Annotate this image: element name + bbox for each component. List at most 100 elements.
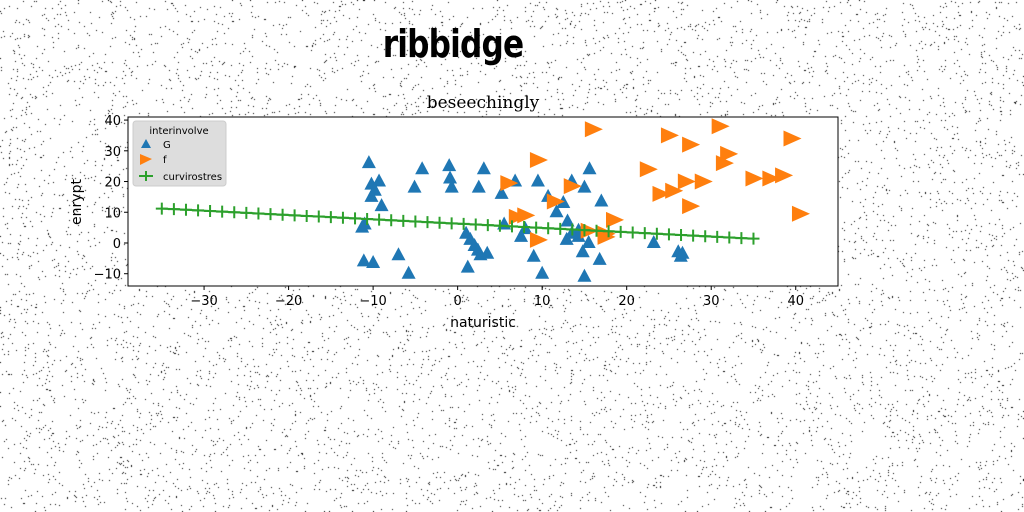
point-G-13	[407, 179, 422, 193]
point-curvirostres-15	[336, 211, 349, 224]
point-curvirostres-17	[361, 213, 374, 226]
point-curvirostres-21	[409, 215, 422, 228]
point-curvirostres-45	[699, 230, 712, 243]
point-curvirostres-20	[397, 214, 410, 227]
point-f-14	[762, 170, 781, 187]
point-f-12	[694, 173, 713, 190]
point-G-31	[526, 248, 541, 262]
point-G-0	[361, 155, 376, 169]
point-f-23	[606, 211, 625, 228]
y-axis: −10 0 10 20 30 40	[94, 114, 128, 283]
point-f-8	[639, 161, 658, 178]
y-tick-label-4: 30	[104, 145, 121, 160]
point-curvirostres-13	[312, 210, 325, 223]
legend-marker-curvirostres	[141, 171, 151, 181]
point-curvirostres-28	[493, 219, 506, 232]
point-curvirostres-26	[469, 218, 482, 231]
point-f-26	[529, 231, 548, 248]
point-curvirostres-22	[421, 216, 434, 229]
point-G-15	[443, 170, 458, 184]
point-G-50	[646, 234, 661, 248]
point-curvirostres-39	[626, 226, 639, 239]
point-f-15	[775, 167, 794, 184]
point-G-48	[594, 193, 609, 207]
point-f-6	[529, 152, 548, 169]
x-axis-label: naturistic	[450, 315, 516, 331]
y-tick-label-2: 10	[104, 206, 121, 221]
x-tick-label-2: −10	[359, 294, 386, 309]
point-G-41	[575, 244, 590, 258]
point-curvirostres-19	[385, 214, 398, 227]
point-G-4	[367, 182, 382, 196]
point-f-13	[745, 170, 764, 187]
point-f-9	[652, 185, 671, 202]
point-G-42	[577, 179, 592, 193]
point-curvirostres-12	[300, 209, 313, 222]
y-tick-label-5: 40	[104, 114, 121, 129]
legend-title: interinvolve	[149, 126, 208, 137]
point-f-0	[584, 121, 603, 138]
point-curvirostres-29	[505, 220, 518, 233]
point-G-9	[366, 254, 381, 268]
point-G-16	[444, 179, 459, 193]
point-G-35	[549, 204, 564, 218]
point-G-5	[374, 198, 389, 212]
point-curvirostres-47	[723, 231, 736, 244]
point-curvirostres-41	[650, 227, 663, 240]
point-G-32	[530, 173, 545, 187]
point-curvirostres-33	[554, 222, 567, 235]
legend-label-g: G	[163, 140, 171, 151]
point-f-18	[563, 178, 582, 195]
point-curvirostres-10	[276, 208, 289, 221]
point-f-10	[665, 182, 684, 199]
point-f-2	[711, 118, 730, 135]
point-f-27	[597, 228, 616, 245]
legend: interinvolve G f curvirostres	[132, 120, 227, 187]
point-curvirostres-11	[288, 209, 301, 222]
point-f-7	[715, 155, 734, 172]
point-G-7	[357, 216, 372, 230]
point-f-5	[720, 145, 739, 162]
point-f-3	[783, 130, 802, 147]
legend-marker-f	[140, 154, 152, 165]
point-curvirostres-6	[228, 206, 241, 219]
point-G-25	[460, 259, 475, 273]
point-curvirostres-42	[662, 228, 675, 241]
point-curvirostres-32	[542, 222, 555, 235]
point-G-45	[592, 251, 607, 265]
point-curvirostres-4	[204, 205, 217, 218]
point-curvirostres-16	[349, 212, 362, 225]
point-G-26	[494, 185, 509, 199]
point-curvirostres-40	[638, 227, 651, 240]
y-tick-label-0: −10	[94, 268, 121, 283]
x-tick-label-1: −20	[275, 294, 302, 309]
y-axis-label: enrypt	[69, 179, 85, 225]
point-f-1	[660, 127, 679, 144]
x-tick-label-7: 40	[787, 294, 804, 309]
legend-entry-curvirostres: curvirostres	[139, 171, 222, 183]
point-curvirostres-34	[566, 223, 579, 236]
point-curvirostres-9	[264, 208, 277, 221]
figure-suptitle: ribbidge	[382, 22, 524, 66]
series-curvirostres	[155, 202, 760, 245]
x-tick-label-4: 10	[534, 294, 551, 309]
chart-title: beseechingly	[427, 93, 540, 113]
point-curvirostres-7	[240, 206, 253, 219]
point-f-20	[682, 198, 701, 215]
y-tick-label-1: 0	[113, 237, 121, 252]
point-G-10	[391, 247, 406, 261]
x-axis: −30 −20 −10 0 10 20 30 40	[190, 286, 804, 309]
point-curvirostres-37	[602, 225, 615, 238]
x-tick-label-3: 0	[454, 294, 462, 309]
x-tick-label-0: −30	[190, 294, 217, 309]
legend-label-curvirostres: curvirostres	[163, 172, 222, 183]
point-G-14	[442, 158, 457, 172]
point-curvirostres-43	[675, 228, 688, 241]
point-G-11	[401, 265, 416, 279]
point-G-22	[476, 161, 491, 175]
point-G-8	[356, 253, 371, 267]
point-G-33	[535, 265, 550, 279]
point-curvirostres-3	[192, 204, 205, 217]
point-G-37	[560, 213, 575, 227]
